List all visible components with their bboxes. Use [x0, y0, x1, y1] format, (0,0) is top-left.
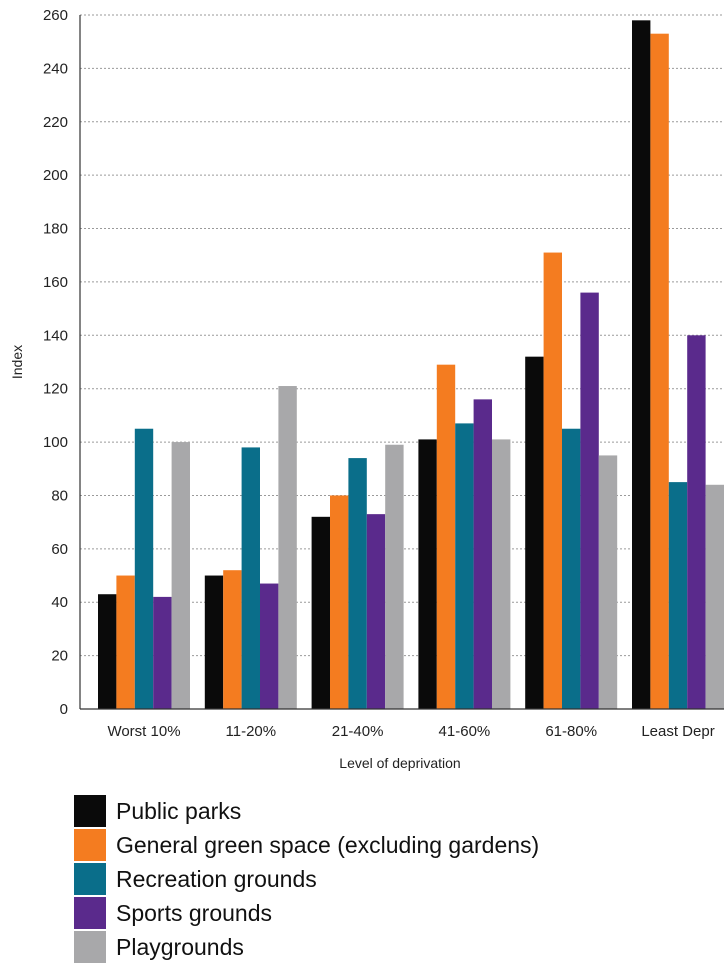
- bar: [241, 447, 260, 709]
- y-tick-labels: 0 20 40 60 80 100 120 140 160 180 200 220 240 260: [43, 7, 68, 718]
- y-axis-title: Index: [9, 345, 25, 379]
- bar: [543, 252, 562, 710]
- x-tick-label: 61-80%: [545, 723, 597, 740]
- bar: [455, 423, 474, 709]
- bar: [632, 20, 651, 710]
- bar: [153, 596, 172, 709]
- legend-swatch: [74, 931, 106, 963]
- bar-chart: 0 20 40 60 80 100 120 140 160 180 200 220 240 260 Wor…: [9, 7, 724, 771]
- x-tick-label: Worst 10%: [107, 723, 180, 740]
- bar: [204, 575, 224, 709]
- bar: [98, 594, 117, 709]
- bar: [562, 428, 581, 709]
- y-tick-label: 20: [51, 648, 68, 665]
- bar: [311, 516, 330, 709]
- legend-swatch: [74, 829, 106, 861]
- y-tick-label: 240: [43, 60, 68, 77]
- bar: [348, 458, 367, 709]
- bar: [134, 428, 154, 709]
- bar: [171, 442, 190, 709]
- y-tick-label: 80: [51, 487, 68, 504]
- bar: [492, 439, 511, 709]
- legend-label: Public parks: [116, 797, 242, 824]
- legend-swatch: [74, 795, 106, 827]
- x-tick-label: 11-20%: [226, 723, 277, 740]
- legend-item: Public parks: [74, 794, 539, 828]
- x-tick-label: Least Depr: [641, 723, 714, 740]
- bar: [705, 484, 724, 709]
- y-tick-label: 0: [60, 701, 68, 718]
- y-tick-label: 60: [51, 541, 68, 558]
- x-tick-label: 41-60%: [439, 723, 491, 740]
- legend-label: General green space (excluding gardens): [116, 831, 540, 858]
- y-tick-label: 220: [43, 114, 68, 131]
- bar: [650, 33, 669, 709]
- bar: [330, 495, 349, 709]
- bar: [366, 514, 386, 709]
- y-tick-label: 200: [43, 167, 68, 184]
- bar: [598, 455, 618, 709]
- legend-swatch: [74, 897, 106, 929]
- bar: [668, 482, 688, 709]
- y-tick-label: 180: [43, 221, 68, 238]
- legend-label: Playgrounds: [116, 933, 244, 960]
- bar: [525, 356, 544, 709]
- legend-item: Playgrounds: [74, 930, 539, 964]
- x-axis-title: Level of deprivation: [339, 755, 460, 771]
- y-tick-label: 160: [43, 274, 68, 291]
- bar: [260, 583, 279, 709]
- legend-item: General green space (excluding gardens): [74, 828, 539, 862]
- bar: [418, 439, 437, 709]
- legend-item: Recreation grounds: [74, 862, 539, 896]
- legend-label: Recreation grounds: [116, 865, 317, 892]
- y-tick-label: 120: [43, 381, 68, 398]
- bars: [98, 20, 724, 710]
- bar: [580, 292, 599, 709]
- y-tick-label: 40: [51, 594, 68, 611]
- bar: [436, 364, 456, 709]
- bar: [278, 386, 297, 709]
- x-tick-label: 21-40%: [332, 723, 384, 740]
- legend-label: Sports grounds: [116, 899, 272, 926]
- x-tick-labels: Worst 10% 11-20% 21-40% 41-60% 61-80% Least D…: [107, 723, 714, 740]
- bar: [687, 335, 706, 709]
- bar: [385, 444, 404, 709]
- bar: [473, 399, 492, 709]
- bar: [223, 570, 242, 709]
- bar: [116, 575, 135, 709]
- y-tick-label: 100: [43, 434, 68, 451]
- legend-swatch: [74, 863, 106, 895]
- y-tick-label: 140: [43, 327, 68, 344]
- legend-item: Sports grounds: [74, 896, 539, 930]
- legend: Public parks General green space (excludi…: [74, 794, 539, 964]
- y-tick-label: 260: [43, 7, 68, 24]
